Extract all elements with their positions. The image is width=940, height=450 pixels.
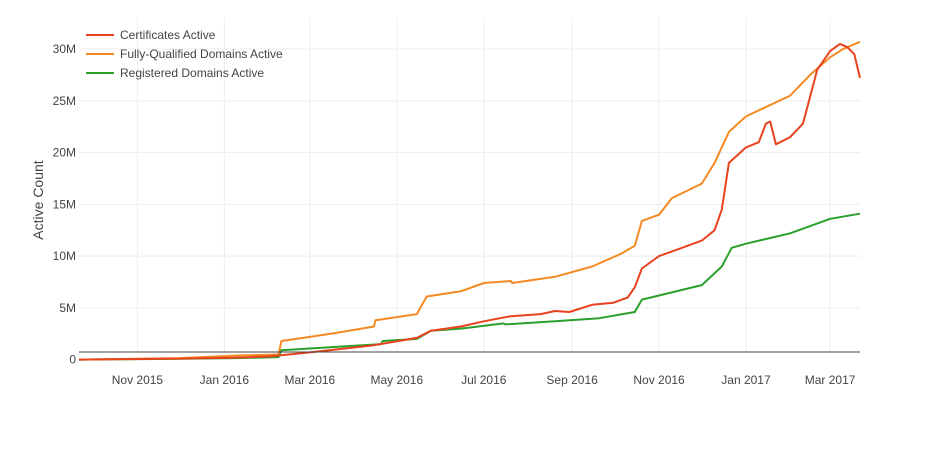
y-tick-label: 20M bbox=[53, 146, 76, 160]
y-tick-label: 5M bbox=[59, 301, 76, 315]
legend-label[interactable]: Registered Domains Active bbox=[120, 66, 264, 80]
series-line-1 bbox=[78, 40, 861, 361]
x-tick-label: May 2016 bbox=[370, 373, 423, 387]
y-tick-label: 30M bbox=[53, 42, 76, 56]
x-tick-label: Jan 2017 bbox=[721, 373, 771, 387]
series-lines bbox=[78, 40, 861, 361]
y-axis-label: Active Count bbox=[30, 160, 46, 239]
y-tick-label: 0 bbox=[69, 353, 76, 367]
x-tick-label: Nov 2015 bbox=[112, 373, 164, 387]
x-tick-label: Sep 2016 bbox=[546, 373, 598, 387]
grid-lines bbox=[79, 18, 860, 352]
legend-entries: Certificates Active Fully-Qualified Domai… bbox=[86, 28, 283, 80]
y-tick-label: 10M bbox=[53, 249, 76, 263]
y-tick-label: 25M bbox=[53, 94, 76, 108]
x-tick-label: Mar 2017 bbox=[805, 373, 856, 387]
y-tick-label: 15M bbox=[53, 197, 76, 211]
legend[interactable]: Certificates Active Fully-Qualified Domai… bbox=[86, 28, 283, 80]
legend-label[interactable]: Certificates Active bbox=[120, 28, 216, 42]
x-tick-label: Jan 2016 bbox=[200, 373, 250, 387]
x-tick-label: Mar 2016 bbox=[285, 373, 336, 387]
axis-ticks: 0 5M 10M 15M 20M 25M 30M Nov 2015 Jan 2016 Mar 20… bbox=[53, 42, 856, 387]
x-tick-label: Nov 2016 bbox=[633, 373, 685, 387]
legend-label[interactable]: Fully-Qualified Domains Active bbox=[120, 47, 283, 61]
series-line-0 bbox=[78, 42, 861, 361]
x-tick-label: Jul 2016 bbox=[461, 373, 507, 387]
series-line-2 bbox=[78, 212, 861, 361]
